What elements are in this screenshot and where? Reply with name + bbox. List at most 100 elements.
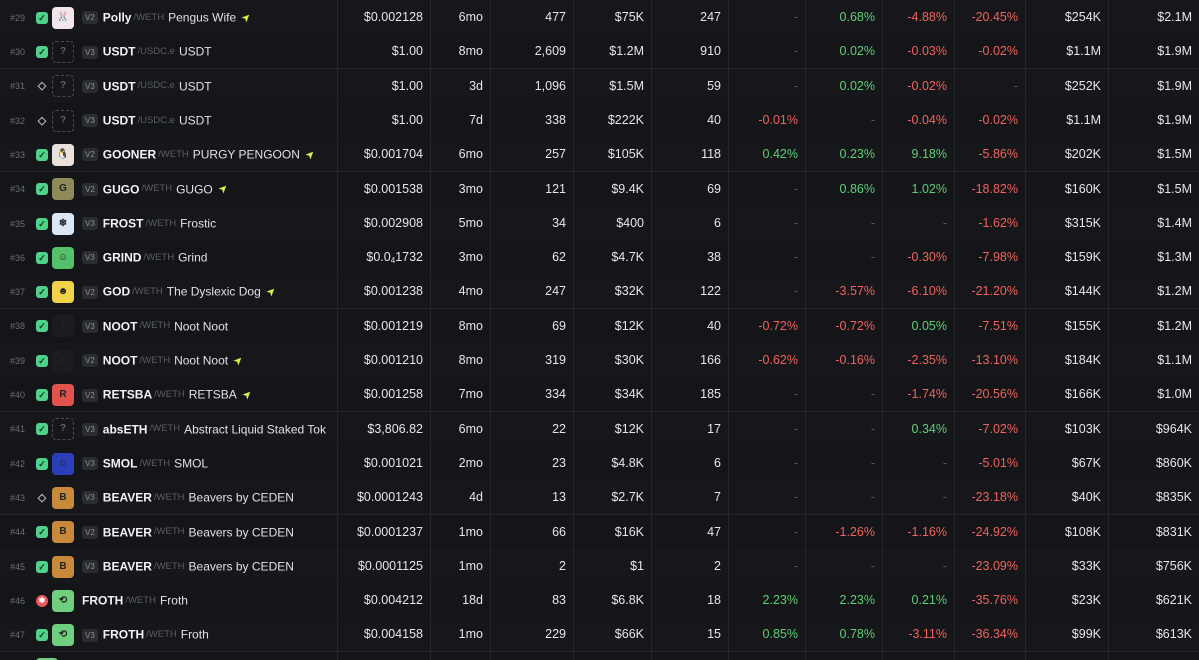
table-row[interactable]: #34 ✓ G V2 GUGO/WETH GUGO ➤ $0.001538 3mo 121 $9.4… (0, 171, 1199, 207)
token-symbol[interactable]: NOOT (102, 353, 138, 368)
makers-cell: 122 (652, 274, 729, 309)
token-cell[interactable]: #29 ✓ 🐰 V2 Polly/WETH Pengus Wife ➤ (0, 0, 338, 34)
makers-cell: 40 (652, 102, 729, 137)
change-1h-cell: - (806, 445, 883, 480)
token-name[interactable]: USDT (178, 113, 212, 128)
table-row[interactable] (0, 651, 1199, 660)
token-cell[interactable]: #31 ◇? V3 USDT/USDC.e USDT (0, 68, 338, 103)
token-symbol[interactable]: USDT (102, 79, 136, 94)
age-cell (431, 651, 491, 660)
age-cell: 4d (431, 480, 491, 515)
token-symbol[interactable]: BEAVER (102, 525, 152, 540)
token-symbol[interactable]: USDT (102, 45, 136, 59)
token-symbol[interactable]: USDT (102, 113, 136, 128)
token-cell[interactable]: #42 ✓ ☺ V3 SMOL/WETH SMOL (0, 445, 338, 480)
token-cell[interactable]: #37 ✓ ☻ V2 GOD/WETH The Dyslexic Dog ➤ (0, 274, 338, 309)
token-name[interactable]: The Dyslexic Dog (166, 285, 261, 300)
token-cell[interactable]: #38 ✓ ● V3 NOOT/WETH Noot Noot (0, 308, 338, 343)
token-name[interactable]: GUGO (176, 182, 213, 197)
token-symbol[interactable]: FROTH (82, 593, 124, 608)
makers-cell: 247 (652, 0, 729, 34)
token-cell[interactable]: #39 ✓ ● V2 NOOT/WETH Noot Noot ➤ (0, 343, 338, 377)
price-value: $0.004212 (363, 593, 423, 608)
table-row[interactable]: #45 ✓ B V3 BEAVER/WETH Beavers by CEDEN $0.000… (0, 548, 1199, 584)
token-cell[interactable]: #36 ✓ ☺ V3 GRIND/WETH Grind (0, 240, 338, 275)
token-cell[interactable]: #32 ◇? V3 USDT/USDC.e USDT (0, 102, 338, 137)
token-name[interactable]: Abstract Liquid Staked Tok (184, 422, 326, 437)
table-row[interactable]: #39 ✓ ● V2 NOOT/WETH Noot Noot ➤ $0.001210 8mo 31… (0, 343, 1199, 378)
token-symbol[interactable]: GOD (102, 285, 131, 300)
token-symbol[interactable]: GRIND (102, 250, 142, 265)
change-24h-cell: -20.56% (955, 377, 1026, 412)
token-name[interactable]: Frostic (180, 216, 217, 231)
token-name[interactable]: Beavers by CEDEN (188, 490, 294, 505)
token-name[interactable]: Froth (159, 593, 188, 608)
token-cell[interactable]: #47 ✓ ⟲ V3 FROTH/WETH Froth (0, 617, 338, 652)
token-symbol[interactable]: BEAVER (102, 559, 152, 574)
rank-label: #40 (10, 390, 26, 400)
table-row[interactable]: #29 ✓ 🐰 V2 Polly/WETH Pengus Wife ➤ $0.002128 6m… (0, 0, 1199, 35)
token-cell[interactable]: #41 ✓? V3 absETH/WETH Abstract Liquid Staked… (0, 411, 338, 446)
token-name[interactable]: Grind (178, 250, 208, 265)
token-name[interactable]: RETSBA (188, 388, 237, 402)
token-symbol[interactable]: FROTH (102, 628, 145, 643)
token-name[interactable]: Beavers by CEDEN (188, 559, 294, 574)
token-cell[interactable]: #43 ◇ B V3 BEAVER/WETH Beavers by CEDEN (0, 480, 338, 515)
token-symbol[interactable]: RETSBA (102, 388, 153, 402)
token-name[interactable]: PURGY PENGOON (192, 147, 300, 162)
dex-version-badge: V3 (82, 217, 98, 230)
table-row[interactable]: #43 ◇ B V3 BEAVER/WETH Beavers by CEDEN $0.000… (0, 480, 1199, 516)
token-name[interactable]: SMOL (174, 456, 209, 471)
dex-version-badge: V3 (82, 491, 98, 505)
liquidity-cell: $159K (1026, 240, 1109, 275)
token-cell[interactable]: #40 ✓ R V2 RETSBA/WETH RETSBA ➤ (0, 377, 338, 412)
table-row[interactable]: #41 ✓? V3 absETH/WETH Abstract Liquid Staked… (0, 411, 1199, 447)
table-row[interactable]: #30 ✓? V3 USDT/USDC.e USDT $1.00 8mo 2,609 $1.2M… (0, 34, 1199, 70)
table-row[interactable]: #44 ✓ B V2 BEAVER/WETH Beavers by CEDEN $0.000… (0, 514, 1199, 550)
market-cap-cell: $1.3M (1157, 250, 1192, 265)
makers-cell: 6 (652, 205, 729, 240)
price-value: $0.001538 (363, 181, 423, 196)
table-row[interactable]: #40 ✓ R V2 RETSBA/WETH RETSBA ➤ $0.001258 7mo 334… (0, 377, 1199, 413)
token-symbol[interactable]: FROST (102, 216, 144, 231)
token-symbol[interactable]: Polly (102, 10, 132, 25)
token-cell[interactable]: #46 ✱ ⟲ FROTH/WETH Froth (0, 583, 338, 618)
quote-symbol: /WETH (139, 320, 171, 332)
table-row[interactable]: #32 ◇? V3 USDT/USDC.e USDT $1.00 7d 338 $222K 40-… (0, 102, 1199, 138)
table-row[interactable]: #38 ✓ ● V3 NOOT/WETH Noot Noot $0.001219 8mo 69 $… (0, 308, 1199, 344)
token-name[interactable]: USDT (178, 45, 212, 59)
price-value: $1.00 (391, 78, 423, 93)
change-6h-cell: - (883, 445, 955, 480)
table-row[interactable]: #36 ✓ ☺ V3 GRIND/WETH Grind $0.041732 3mo 62 $4.7… (0, 240, 1199, 276)
token-name[interactable]: USDT (178, 79, 212, 94)
token-symbol[interactable]: NOOT (102, 319, 138, 334)
market-cap-cell (1109, 652, 1199, 660)
price-value: $0.002908 (363, 215, 423, 230)
table-row[interactable]: #46 ✱ ⟲ FROTH/WETH Froth $0.004212 18d 83 $6.8K 1… (0, 583, 1199, 619)
token-symbol[interactable]: BEAVER (102, 490, 152, 505)
table-row[interactable]: #33 ✓ 🐧 V2 GOONER/WETH PURGY PENGOON ➤ $0.00170… (0, 137, 1199, 173)
token-symbol[interactable]: GUGO (102, 182, 140, 197)
token-cell[interactable]: #33 ✓ 🐧 V2 GOONER/WETH PURGY PENGOON ➤ (0, 137, 338, 172)
table-row[interactable]: #37 ✓ ☻ V2 GOD/WETH The Dyslexic Dog ➤ $0.00123… (0, 274, 1199, 310)
token-symbol[interactable]: SMOL (102, 456, 138, 471)
price-value: $0.001238 (363, 284, 423, 299)
token-cell[interactable] (0, 651, 338, 660)
token-name[interactable]: Beavers by CEDEN (188, 525, 294, 540)
token-name[interactable]: Noot Noot (174, 353, 229, 368)
table-row[interactable]: #31 ◇? V3 USDT/USDC.e USDT $1.00 3d 1,096 $1.5M 5… (0, 68, 1199, 104)
token-cell[interactable]: #44 ✓ B V2 BEAVER/WETH Beavers by CEDEN (0, 514, 338, 549)
table-row[interactable]: #35 ✓ ❄ V3 FROST/WETH Frostic $0.002908 5mo 34 $4… (0, 205, 1199, 241)
table-row[interactable]: #47 ✓ ⟲ V3 FROTH/WETH Froth $0.004158 1mo 229 $66… (0, 617, 1199, 653)
token-cell[interactable]: #45 ✓ B V3 BEAVER/WETH Beavers by CEDEN (0, 548, 338, 583)
token-cell[interactable]: #30 ✓? V3 USDT/USDC.e USDT (0, 34, 338, 69)
token-symbol[interactable]: GOONER (102, 147, 157, 162)
token-symbol[interactable]: absETH (102, 422, 148, 437)
token-name[interactable]: Froth (180, 628, 209, 643)
token-cell[interactable]: #34 ✓ G V2 GUGO/WETH GUGO ➤ (0, 171, 338, 206)
token-name[interactable]: Noot Noot (174, 319, 229, 334)
change-6h-cell: -4.88% (883, 0, 955, 34)
token-cell[interactable]: #35 ✓ ❄ V3 FROST/WETH Frostic (0, 205, 338, 240)
token-name[interactable]: Pengus Wife (168, 10, 237, 25)
table-row[interactable]: #42 ✓ ☺ V3 SMOL/WETH SMOL $0.001021 2mo 23 $4.8K 6… (0, 445, 1199, 481)
